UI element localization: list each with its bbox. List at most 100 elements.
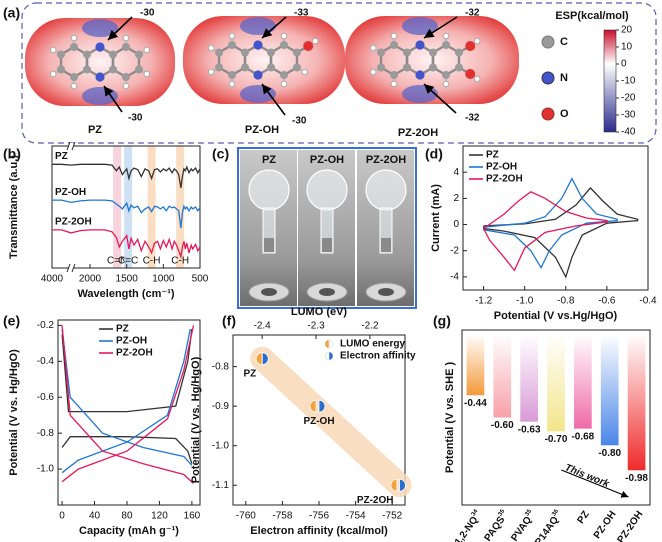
colorbar-title: ESP(kcal/mol) <box>555 10 629 22</box>
atom-c <box>377 63 386 72</box>
atom-c <box>241 48 250 57</box>
point-half <box>309 399 317 413</box>
panel-label: (b) <box>3 146 21 162</box>
atom-h <box>390 32 398 40</box>
y-tick-label: -0.9 <box>212 401 230 412</box>
atom-c <box>121 43 130 51</box>
photo-label: PZ-OH <box>310 154 344 166</box>
molecule-name: PZ-2OH <box>398 127 438 139</box>
band <box>147 146 156 268</box>
y-tick-label: -1.1 <box>212 480 230 491</box>
atom-c <box>108 65 117 74</box>
point-half <box>399 478 406 492</box>
x2-tick-label: -2.3 <box>307 321 325 332</box>
value-label: -0.63 <box>518 424 541 435</box>
value-label: -0.80 <box>598 448 621 459</box>
panel-label: (g) <box>433 313 451 329</box>
y-tick-label: -0.6 <box>37 392 55 403</box>
category-name: 1,2-NQ <box>453 514 481 542</box>
atom-c <box>57 65 66 74</box>
x-axis-label: Wavelength (cm⁻¹) <box>77 288 174 300</box>
x-tick-label: 120 <box>151 511 168 522</box>
atom-c <box>454 48 463 57</box>
atom-o <box>465 69 476 79</box>
colorbar-tick-label: -20 <box>621 93 636 104</box>
axis-break <box>66 141 71 151</box>
point-label: PZ-OH <box>303 416 334 427</box>
panel-label: (d) <box>425 146 443 162</box>
value-label: -0.98 <box>625 473 648 484</box>
atom-c <box>215 48 224 57</box>
x-tick-label: 80 <box>121 511 133 522</box>
x-axis-label: Potential (V vs.Hg/HgO) <box>494 310 618 322</box>
atom-o <box>465 41 476 51</box>
category-label: P14AQ36 <box>532 508 565 542</box>
series-line <box>52 199 201 229</box>
point-half <box>318 399 326 413</box>
atom-c <box>428 63 437 72</box>
panel-label: (c) <box>212 146 229 162</box>
y-axis-label: Current (mA) <box>430 184 442 252</box>
bar <box>627 334 646 471</box>
band-label: C=N <box>107 256 127 267</box>
x-tick-label: 500 <box>192 274 209 285</box>
axis-break <box>71 263 76 273</box>
category-name: PVAQ <box>509 514 534 542</box>
bar <box>573 334 592 429</box>
x-tick-label: -758 <box>272 511 292 522</box>
atom-c <box>279 71 288 79</box>
esp-surface <box>25 18 175 106</box>
atom-c <box>134 65 143 74</box>
atom-h <box>280 32 288 40</box>
esp-negative-region <box>240 17 276 35</box>
category-label: PVAQ35 <box>508 508 538 542</box>
x-tick-label: -1.0 <box>516 296 534 307</box>
category-ref: 35 <box>497 508 506 517</box>
atom-c <box>390 41 399 49</box>
x-tick-label: -1.2 <box>475 296 493 307</box>
x2-tick-label: -2.2 <box>361 321 379 332</box>
atom-n <box>253 40 263 50</box>
colorbar-tick-label: -30 <box>621 110 636 121</box>
category-name: P14AQ <box>533 514 561 542</box>
atom-h <box>207 44 215 52</box>
atom-h <box>280 80 288 88</box>
panel-label: (a) <box>3 5 20 21</box>
atom-h <box>70 34 78 42</box>
value-label: -0.44 <box>464 398 487 409</box>
annotation: This work <box>563 462 611 490</box>
y-axis-label: Potential (V vs. SHE ) <box>444 362 456 474</box>
colorbar-tick-label: -40 <box>621 127 636 138</box>
legend-swatch <box>324 339 330 349</box>
atom-n <box>95 42 105 52</box>
atom-c <box>241 63 250 72</box>
y-tick-label: -1.0 <box>212 440 230 451</box>
legend-label: LUMO energy <box>340 339 405 350</box>
category-label: PAQS35 <box>481 508 511 542</box>
value-label: -0.60 <box>491 420 514 431</box>
atom-n-icon <box>541 71 555 85</box>
atom-c <box>454 63 463 72</box>
value-label: -0.68 <box>571 431 594 442</box>
atom-h <box>207 68 215 76</box>
atom-label: N <box>560 72 568 84</box>
atom-n <box>415 70 425 80</box>
atom-n <box>253 70 263 80</box>
x2-axis-label: LUMO (eV) <box>291 306 348 318</box>
bar <box>520 334 539 422</box>
flask-bulb <box>248 169 290 211</box>
category-label: PZ-2OH <box>615 509 645 542</box>
atom-c <box>441 71 450 79</box>
foil-sample <box>261 288 277 296</box>
y-tick-label: 4 <box>453 167 459 178</box>
point-half <box>390 478 398 492</box>
legend-label: Electron affinity <box>340 351 416 362</box>
esp-value: -32 <box>465 113 480 124</box>
category-name: PAQS <box>482 514 507 542</box>
atom-c <box>403 48 412 57</box>
series-line <box>482 177 618 270</box>
x-tick-label: 0 <box>59 511 65 522</box>
foil-sample <box>319 288 335 296</box>
colorbar-tick-label: 10 <box>621 42 633 53</box>
atom-c <box>57 50 66 59</box>
